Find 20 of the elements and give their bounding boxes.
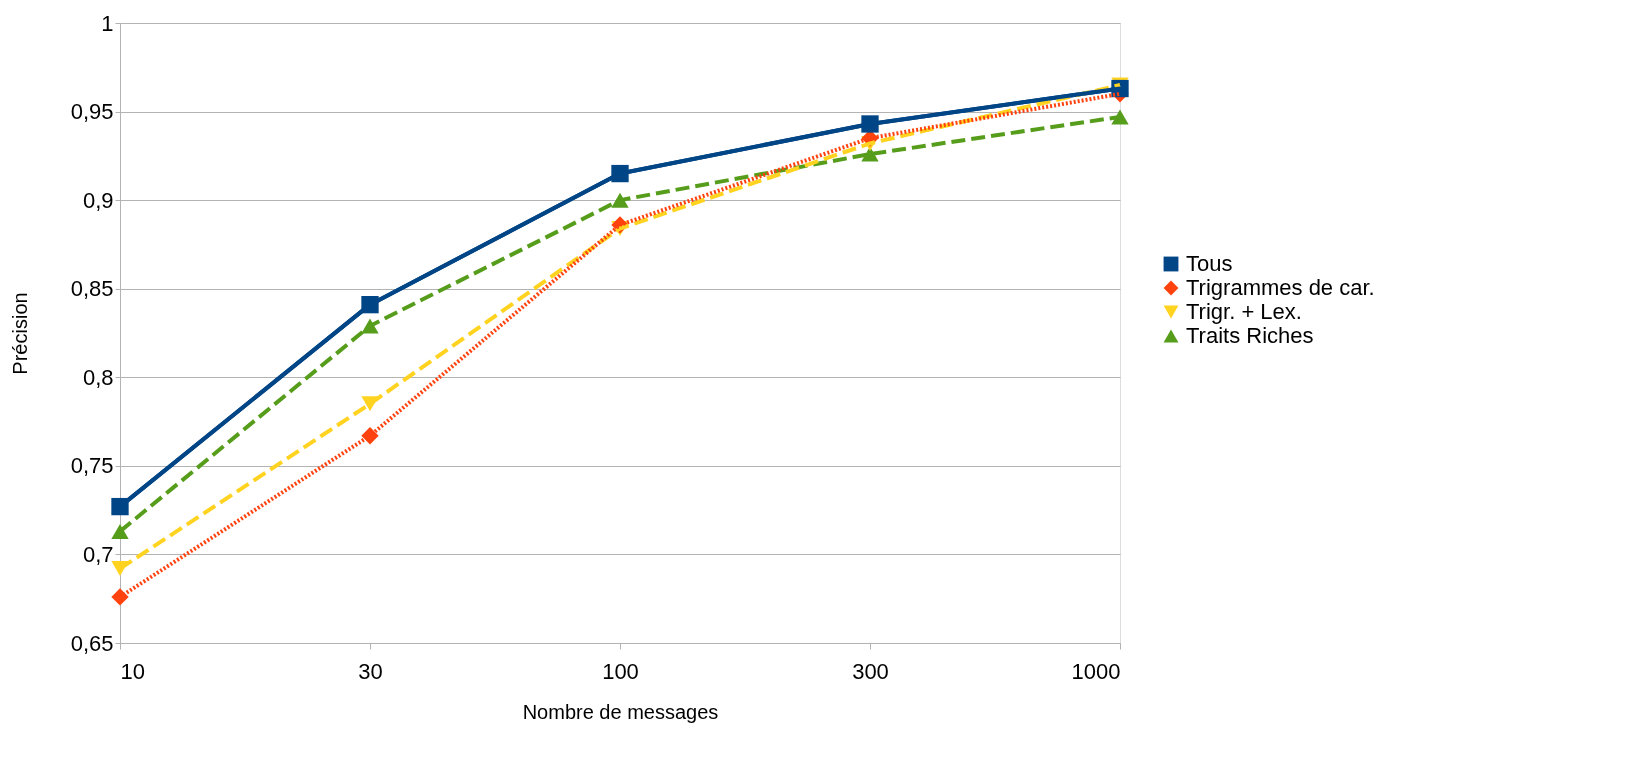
y-tick-label: 0,7: [82, 541, 114, 567]
y-axis-title: Précision: [8, 292, 31, 375]
legend-label: Traits Riches: [1186, 323, 1314, 348]
x-tick-label: 30: [358, 658, 383, 684]
point: [861, 146, 879, 162]
y-tick-label: 0,85: [70, 276, 114, 302]
legend-label: Tous: [1186, 251, 1233, 276]
y-tick-label: 0,95: [70, 99, 114, 125]
legend-label: Trigr. + Lex.: [1186, 299, 1302, 324]
legend-label: Trigrammes de car.: [1186, 275, 1375, 300]
x-tick-label: 100: [602, 658, 639, 684]
y-tick-label: 1: [101, 10, 114, 36]
x-tick-label: 10: [120, 658, 145, 684]
y-tick-label: 0,9: [82, 187, 114, 213]
y-tick-label: 0,8: [82, 364, 114, 390]
y-tick-label: 0,75: [70, 453, 114, 479]
x-tick-label: 1000: [1071, 658, 1121, 684]
y-tick-label: 0,65: [70, 630, 114, 656]
x-axis-title: Nombre de messages: [522, 700, 719, 723]
x-tick-label: 300: [852, 658, 889, 684]
